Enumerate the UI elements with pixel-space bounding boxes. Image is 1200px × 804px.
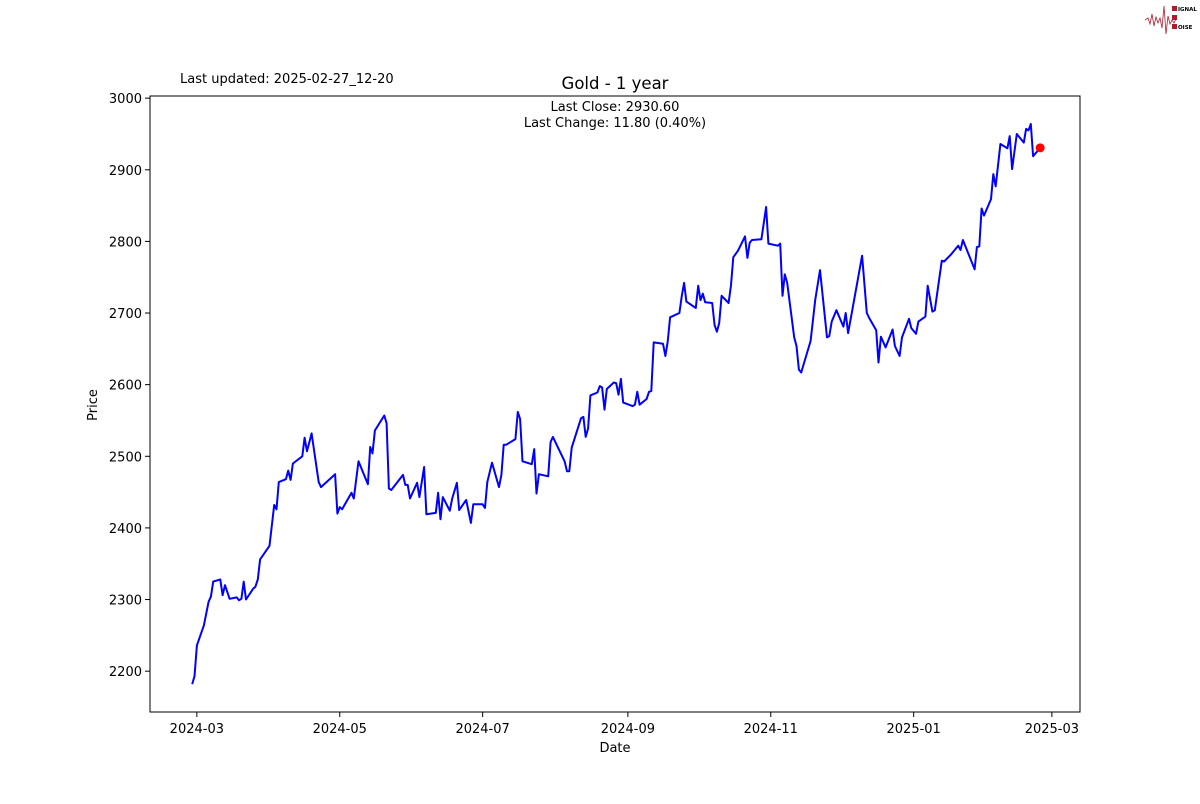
logo-waveform-icon: [1144, 5, 1177, 35]
y-tick-label: 2500: [109, 450, 142, 465]
y-tick-label: 2900: [109, 164, 142, 179]
x-tick-label: 2024-09: [601, 722, 655, 737]
last-close-annotation: Last Close: 2930.60: [551, 100, 680, 115]
plot-area: 2024-03 2024-05 2024-07 2024-09 2024-11 2025-…: [109, 92, 1081, 737]
y-tick-label: 2200: [109, 665, 142, 680]
x-tick-label: 2024-05: [313, 722, 367, 737]
price-line: [191, 122, 1041, 685]
svg-text:IGNAL: IGNAL: [1178, 7, 1197, 13]
x-axis-label: Date: [599, 741, 630, 756]
x-tick-label: 2024-03: [170, 722, 224, 737]
x-tick-label: 2024-11: [744, 722, 798, 737]
x-axis-ticks: 2024-03 2024-05 2024-07 2024-09 2024-11 2025-…: [170, 712, 1079, 737]
y-tick-label: 2300: [109, 594, 142, 609]
y-tick-label: 2800: [109, 235, 142, 250]
last-close-marker: [1035, 143, 1045, 153]
last-updated-label: Last updated: 2025-02-27_12-20: [180, 72, 394, 87]
x-tick-label: 2024-07: [455, 722, 509, 737]
last-change-annotation: Last Change: 11.80 (0.40%): [524, 116, 706, 131]
plot-frame: [149, 95, 1081, 713]
svg-text:OISE: OISE: [1178, 25, 1193, 31]
x-tick-label: 2025-01: [887, 722, 941, 737]
y-tick-label: 2700: [109, 307, 142, 322]
y-tick-label: 2400: [109, 522, 142, 537]
y-tick-label: 2600: [109, 379, 142, 394]
y-axis-ticks: 2200 2300 2400 2500 2600 2700 2800 2900 3000: [109, 92, 150, 680]
y-axis-label: Price: [86, 389, 101, 421]
y-tick-label: 3000: [109, 92, 142, 107]
signal-noise-logo: IGNAL OISE: [1144, 5, 1197, 35]
chart-title: Gold - 1 year: [562, 74, 669, 93]
x-tick-label: 2025-03: [1025, 722, 1079, 737]
